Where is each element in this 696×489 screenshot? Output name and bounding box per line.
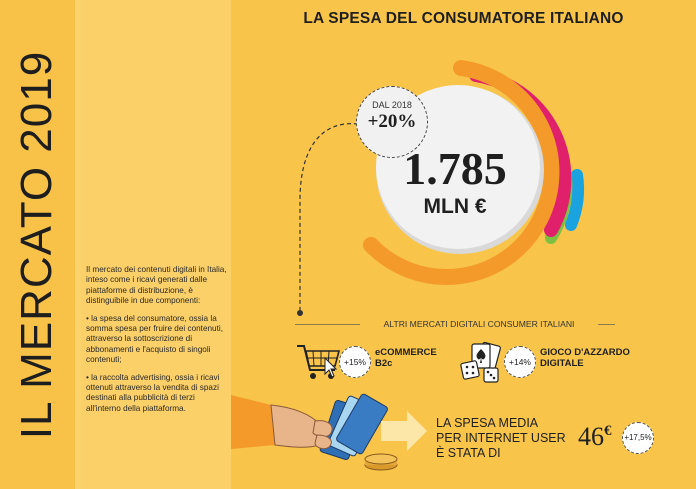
- right-arrow: [381, 411, 427, 451]
- description-intro: Il mercato dei contenuti digitali in Ita…: [86, 265, 227, 306]
- average-line1: LA SPESA MEDIA: [436, 416, 539, 430]
- blue-arc: [565, 169, 585, 231]
- hand-money-illustration: [231, 393, 427, 471]
- market-description: Il mercato dei contenuti digitali in Ita…: [86, 265, 231, 421]
- banknotes: [319, 393, 388, 461]
- other-markets-label: ALTRI MERCATI DIGITALI CONSUMER ITALIANI: [360, 319, 598, 329]
- description-item-consumer: • la spesa del consumatore, ossia la som…: [86, 313, 223, 365]
- shopping-cart-icon: [297, 345, 341, 379]
- sidebar: IL MERCATO 2019: [0, 0, 75, 489]
- ecommerce-name-line1: eCOMMERCE: [375, 347, 437, 358]
- sidebar-stripe: [75, 0, 81, 489]
- market-ecommerce: +15% eCOMMERCE B2c: [295, 340, 465, 384]
- gambling-icon: [460, 341, 501, 383]
- growth-label: DAL 2018: [372, 100, 412, 110]
- ecommerce-growth-badge: +15%: [339, 346, 371, 378]
- average-growth-badge: +17,5%: [622, 422, 654, 454]
- gambling-name: GIOCO D'AZZARDO DIGITALE: [540, 347, 630, 369]
- gambling-growth-badge: +14%: [504, 346, 536, 378]
- gambling-name-line2: DIGITALE: [540, 358, 584, 369]
- orange-arc: [363, 60, 560, 285]
- dashed-connector: [297, 123, 359, 316]
- ecommerce-name: eCOMMERCE B2c: [375, 347, 437, 369]
- average-line3: È STATA DI: [436, 446, 501, 460]
- gambling-name-line1: GIOCO D'AZZARDO: [540, 347, 630, 358]
- growth-badge: DAL 2018 +20%: [356, 86, 428, 158]
- average-value-number: 46: [578, 422, 604, 451]
- headline: LA SPESA DEL CONSUMATORE ITALIANO: [303, 10, 624, 27]
- sidebar-title: IL MERCATO 2019: [12, 50, 61, 440]
- total-value: 1.785: [403, 143, 507, 194]
- total-unit: MLN €: [423, 195, 487, 218]
- average-spend-text: LA SPESA MEDIA PER INTERNET USER È STATA…: [436, 416, 576, 461]
- description-item-advertising: • la raccolta advertising, ossia i ricav…: [86, 372, 220, 413]
- average-value-currency: €: [604, 423, 612, 439]
- average-spend-value: 46€: [578, 422, 612, 452]
- growth-value: +20%: [367, 111, 417, 132]
- ecommerce-name-line2: B2c: [375, 358, 393, 369]
- average-line2: PER INTERNET USER: [436, 431, 566, 445]
- market-gambling: +14% GIOCO D'AZZARDO DIGITALE: [460, 340, 660, 384]
- coins: [364, 453, 398, 471]
